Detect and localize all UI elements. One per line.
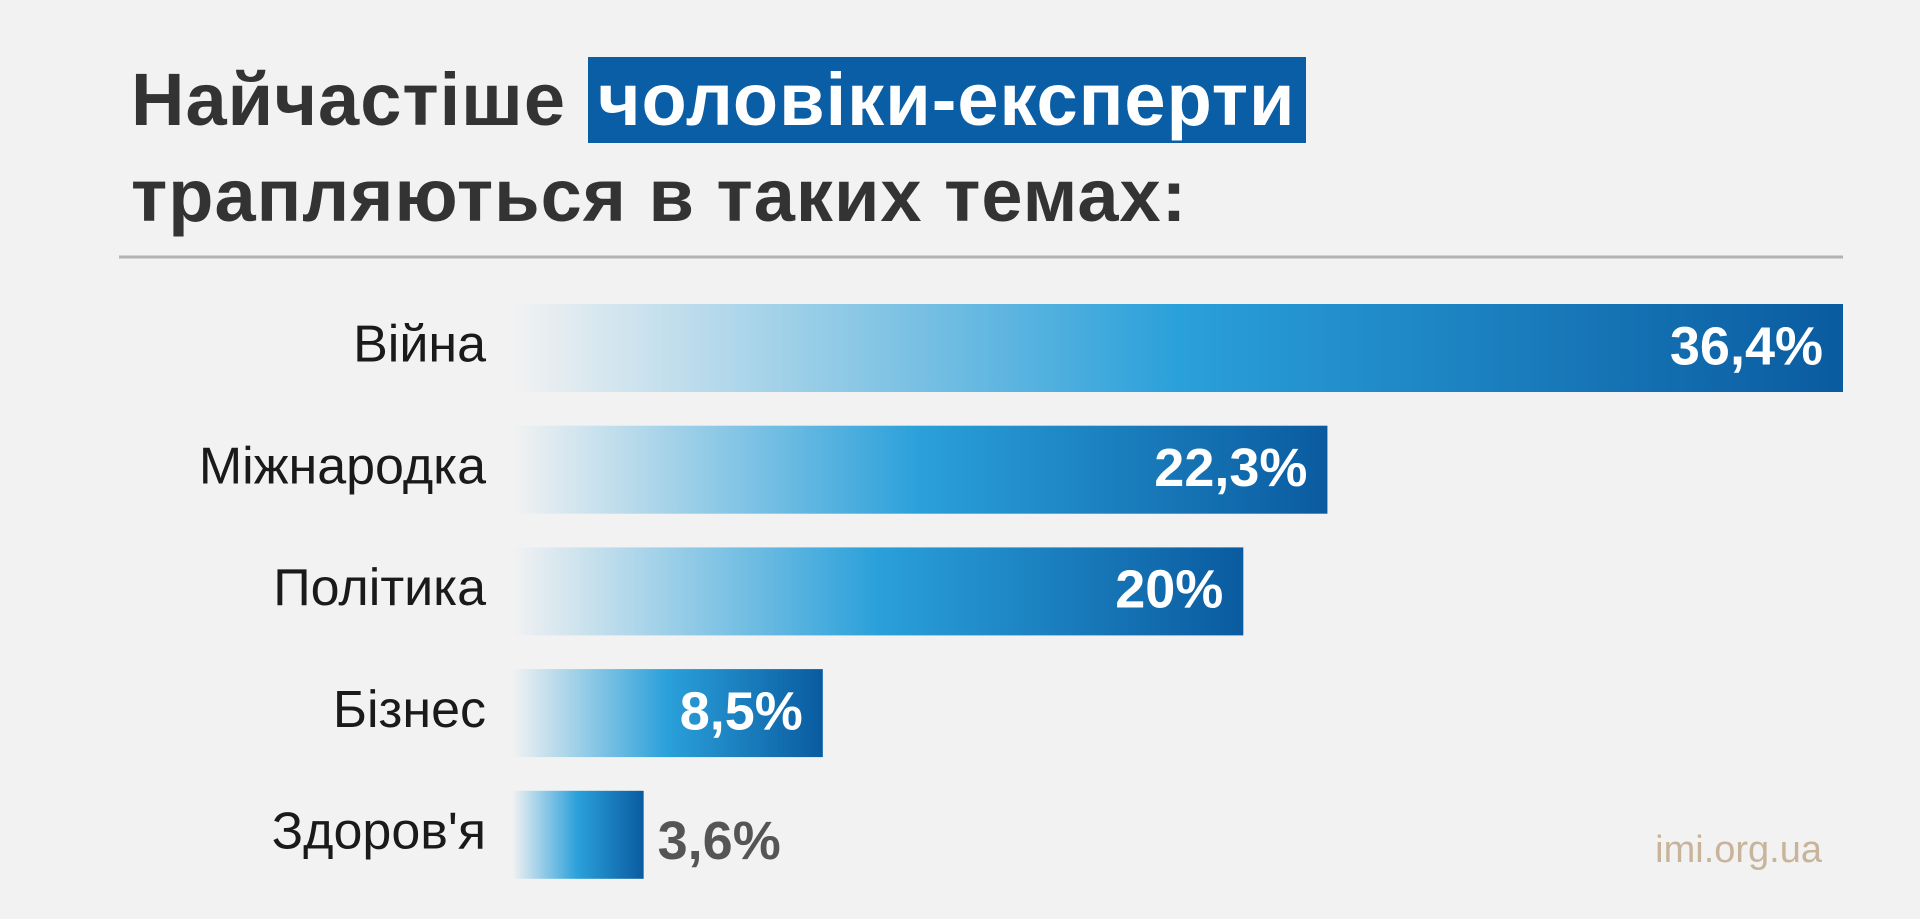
title-part: трапляються в таких темах:: [131, 154, 1188, 237]
category-label: Здоров'я: [272, 803, 486, 861]
category-label: Міжнародка: [199, 437, 486, 495]
bar: [512, 669, 823, 758]
bar: [512, 790, 644, 879]
bar: [512, 547, 1244, 636]
value-label: 36,4%: [1670, 316, 1823, 376]
value-label: 20%: [1115, 560, 1223, 620]
bar: [512, 304, 1843, 392]
value-label: 3,6%: [658, 811, 781, 871]
value-label: 8,5%: [680, 681, 803, 741]
category-label: Бізнес: [333, 681, 486, 739]
value-label: 22,3%: [1154, 438, 1307, 498]
source: imi.org.ua: [1655, 829, 1823, 871]
title-part: Найчастіше: [131, 58, 566, 141]
category-label: Війна: [353, 316, 486, 374]
chart-title: Найчастіше чоловіки-експерти трапляються…: [131, 52, 1831, 244]
bar: [512, 425, 1328, 514]
category-label: Політика: [273, 559, 486, 617]
title-highlight: чоловіки-експерти: [587, 57, 1306, 143]
